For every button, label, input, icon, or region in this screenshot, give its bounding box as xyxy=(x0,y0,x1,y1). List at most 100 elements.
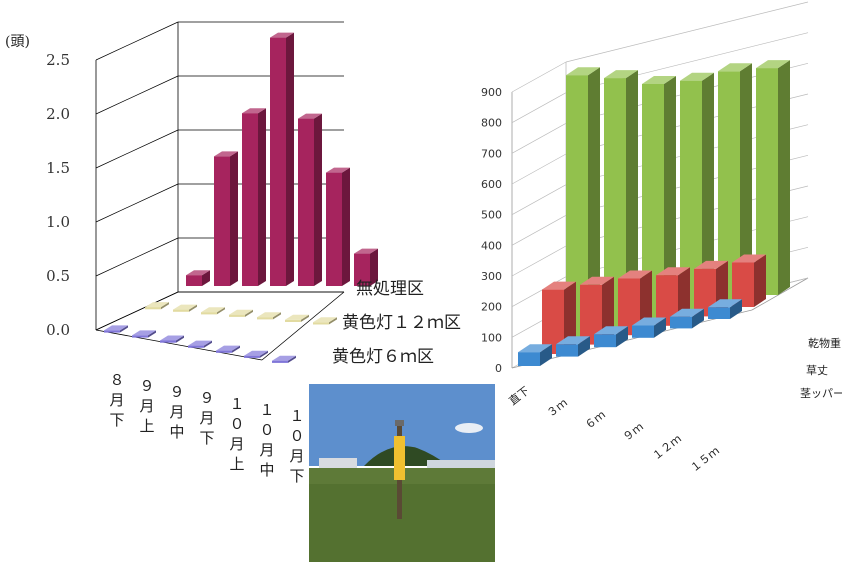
left-bar-s0-c2 xyxy=(242,108,266,286)
right-y-tick-label: 400 xyxy=(481,239,502,252)
right-bar-s1-c5-side xyxy=(754,254,766,307)
left-bar-s2-c5 xyxy=(244,350,268,358)
left-bar-s2-c6 xyxy=(272,355,296,363)
left-x-tick-char: 中 xyxy=(259,461,274,479)
left-bar-s1-c2 xyxy=(201,307,225,315)
left-bar-s1-c6-top xyxy=(313,317,337,323)
left-y-axis-label: (頭) xyxy=(5,34,30,50)
photo-lamp-cap xyxy=(395,420,404,426)
left-bar-s2-c0 xyxy=(104,325,128,333)
left-bar-s2-c4 xyxy=(216,345,240,353)
left-bar-s0-c2-top xyxy=(242,108,266,114)
left-gridline-side xyxy=(95,21,179,61)
right-bar-s1-c4-top xyxy=(694,260,728,269)
right-gridline-side xyxy=(511,153,567,185)
left-floor-front-edge xyxy=(95,329,263,361)
right-bar-s2-c0-top xyxy=(518,344,552,353)
left-x-tick-char: ０ xyxy=(259,421,274,439)
left-bar-s1-c1-front xyxy=(173,309,189,312)
left-x-tick-label: ９ 月下 xyxy=(199,389,214,447)
left-bar-s1-c0 xyxy=(145,302,169,310)
left-bar-s2-c4-front xyxy=(216,350,232,353)
left-x-tick-label: ９ 月中 xyxy=(169,383,184,441)
left-x-tick-label: １ ０ 月下 xyxy=(289,407,304,485)
left-bar-s1-c3-front xyxy=(229,314,245,317)
right-bar-s2-c3-front xyxy=(632,325,654,338)
left-bar-s2-c6-top xyxy=(272,355,296,361)
left-bar-s1-c6 xyxy=(313,317,337,325)
left-bar-s1-c4-front xyxy=(257,317,273,320)
left-bar-s1-c4-top xyxy=(257,312,281,318)
left-bar-s0-c3-front xyxy=(270,37,286,286)
left-bar-s2-c2 xyxy=(160,335,184,343)
right-bar-s0-c3 xyxy=(680,72,714,314)
left-bar-s1-c4 xyxy=(257,312,281,320)
left-bar-s2-c3-side xyxy=(204,340,212,348)
right-x-tick-label: ３ｍ xyxy=(545,396,570,420)
left-bar-s0-c5-side xyxy=(342,167,350,286)
left-bar-s0-c1 xyxy=(214,151,238,286)
left-bar-s1-c5-front xyxy=(285,319,301,322)
left-bar-s1-c5 xyxy=(285,314,309,322)
right-bar-s2-c5-front xyxy=(708,307,730,319)
left-bar-s2-c1-front xyxy=(132,335,148,338)
right-bar-s0-c0-front xyxy=(566,75,588,342)
left-bar-s0-c6-side xyxy=(370,248,378,286)
left-bar-s1-c3-side xyxy=(245,309,253,317)
right-bar-s1-c2-front xyxy=(618,278,640,336)
right-bar-s1-c3-top xyxy=(656,267,690,276)
right-floor-front-edge xyxy=(511,309,753,369)
left-bar-s0-c0-side xyxy=(202,270,210,286)
left-bar-s1-c5-side xyxy=(301,314,309,322)
right-bar-s1-c3-front xyxy=(656,275,678,326)
right-gridline-side xyxy=(511,92,567,123)
right-y-tick-label: 800 xyxy=(481,117,502,130)
right-bar-s2-c4-side xyxy=(692,308,704,329)
right-bar-s0-c4 xyxy=(718,63,752,305)
left-bar-s2-c0-front xyxy=(104,330,120,333)
right-bar-s2-c0-side xyxy=(540,344,552,366)
left-x-tick-char: ８ xyxy=(109,371,124,389)
left-y-tick-label: 2.5 xyxy=(46,51,70,69)
left-bar-s2-c3-top xyxy=(188,340,212,346)
left-x-tick-label: １ ０ 月中 xyxy=(259,401,274,479)
right-bar-s1-c0-side xyxy=(564,281,576,354)
right-bar-s1-c0-top xyxy=(542,281,576,290)
right-bar-s0-c1 xyxy=(604,70,638,333)
left-series-label: 黄色灯６ｍ区 xyxy=(332,347,434,367)
right-series-label: 茎ッパー xyxy=(800,387,842,400)
left-x-tick-char: １ xyxy=(259,401,274,419)
right-gridline-back xyxy=(565,1,809,63)
left-bar-s2-c3 xyxy=(188,340,212,348)
right-bar-s0-c5-front xyxy=(756,68,778,295)
left-bar-s0-c6-top xyxy=(354,248,378,254)
left-gridline-side xyxy=(95,237,179,277)
right-bar-s0-c0 xyxy=(566,67,600,342)
right-bar-s2-c1-front xyxy=(556,344,578,357)
left-x-tick-char: 中 xyxy=(169,423,184,441)
right-bar-s0-c5-top xyxy=(756,60,790,69)
right-bar-s0-c3-top xyxy=(680,72,714,81)
right-series-label: 乾物重 xyxy=(808,336,841,350)
right-bar-s1-c1-top xyxy=(580,276,614,285)
left-bar-s1-c6-front xyxy=(313,322,329,325)
left-bar-s1-c1 xyxy=(173,304,197,312)
left-bar-s2-c5-front xyxy=(244,355,260,358)
left-x-tick-char: 下 xyxy=(199,429,214,447)
right-bar-s2-c5 xyxy=(708,299,742,319)
left-bar-s2-c5-side xyxy=(260,350,268,358)
left-3d-bar-chart: 0.00.51.01.52.02.5(頭)無処理区黄色灯１２ｍ区黄色灯６ｍ区８月… xyxy=(5,21,461,485)
right-bar-s2-c3-top xyxy=(632,317,666,326)
right-floor-right-edge xyxy=(751,277,809,311)
right-bar-s0-c5-side xyxy=(778,60,790,295)
left-bar-s1-c4-side xyxy=(273,312,281,320)
right-bar-s0-c2-top xyxy=(642,76,676,84)
left-bar-s0-c1-side xyxy=(230,151,238,286)
left-x-tick-char: 下 xyxy=(289,467,304,485)
photo-cloud xyxy=(455,423,483,433)
left-bar-s0-c1-front xyxy=(214,156,230,286)
right-y-tick-label: 500 xyxy=(481,209,502,222)
left-bar-s0-c6-front xyxy=(354,253,370,286)
right-y-tick-label: 0 xyxy=(495,362,502,375)
